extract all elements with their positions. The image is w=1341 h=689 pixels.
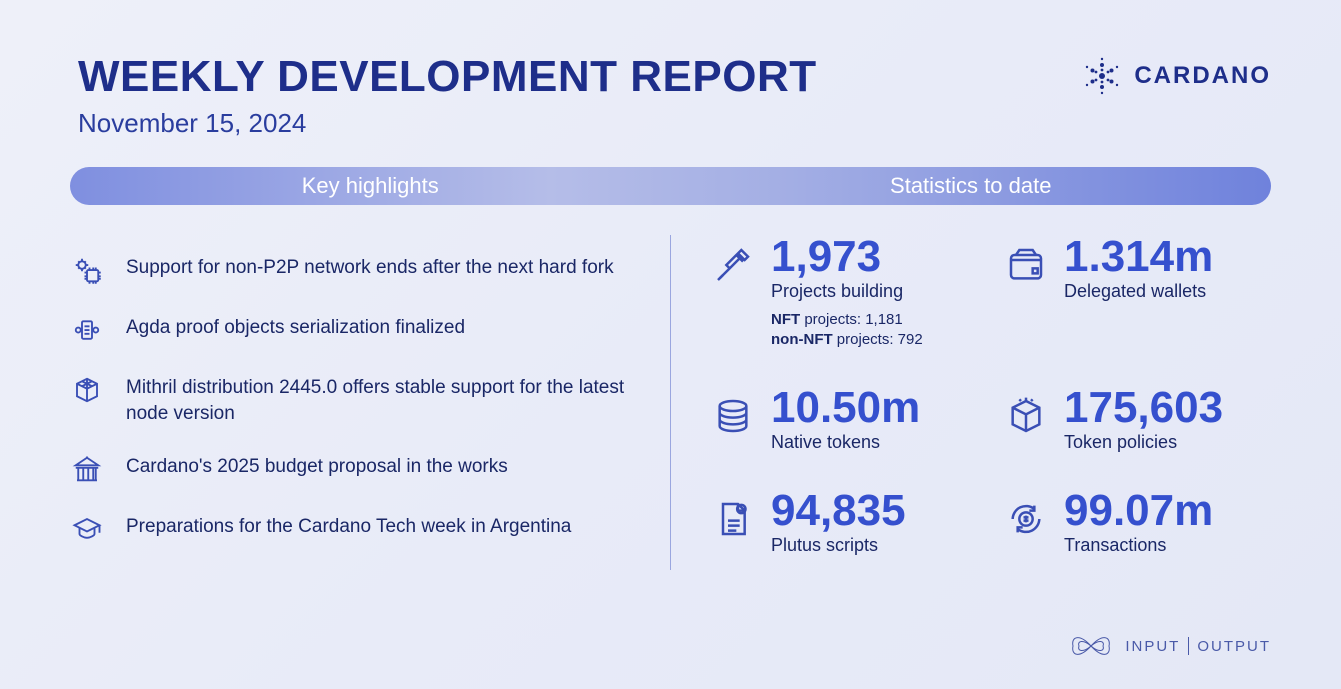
brand-name: CARDANO <box>1134 62 1271 90</box>
stats-column: 1,973 Projects building NFT projects: 1,… <box>681 235 1271 570</box>
stat-value: 99.07m <box>1064 489 1213 533</box>
cube-icon <box>70 373 104 407</box>
highlight-text: Support for non-P2P network ends after t… <box>126 251 614 281</box>
highlights-column: Support for non-P2P network ends after t… <box>70 235 660 570</box>
stat-value: 10.50m <box>771 386 920 430</box>
butterfly-logo-icon <box>1069 631 1113 661</box>
wallet-icon <box>1004 243 1048 287</box>
report-title: WEEKLY DEVELOPMENT REPORT <box>78 52 817 102</box>
highlight-item: Agda proof objects serialization finaliz… <box>70 311 630 347</box>
highlight-item: Preparations for the Cardano Tech week i… <box>70 510 630 546</box>
stat-projects-sub: NFT projects: 1,181 non-NFT projects: 79… <box>771 310 923 351</box>
stat-label: Projects building <box>771 281 923 302</box>
highlight-text: Mithril distribution 2445.0 offers stabl… <box>126 371 630 426</box>
section-highlights-label: Key highlights <box>70 167 671 205</box>
stat-transactions: 99.07m Transactions <box>1004 489 1271 570</box>
highlight-text: Cardano's 2025 budget proposal in the wo… <box>126 450 508 480</box>
stat-projects: 1,973 Projects building NFT projects: 1,… <box>711 235 978 364</box>
highlight-text: Preparations for the Cardano Tech week i… <box>126 510 571 540</box>
gear-chip-icon <box>70 253 104 287</box>
brand: CARDANO <box>1082 56 1271 96</box>
footer-brand: INPUT OUTPUT <box>1069 631 1271 661</box>
stat-label: Native tokens <box>771 432 920 453</box>
stat-label: Transactions <box>1064 535 1213 556</box>
stat-label: Plutus scripts <box>771 535 906 556</box>
government-icon <box>70 452 104 486</box>
box-icon <box>1004 394 1048 438</box>
stat-label: Delegated wallets <box>1064 281 1213 302</box>
tools-icon <box>711 243 755 287</box>
footer-separator <box>1188 637 1189 655</box>
stat-value: 1.314m <box>1064 235 1213 279</box>
title-block: WEEKLY DEVELOPMENT REPORT November 15, 2… <box>78 52 817 139</box>
coins-icon <box>711 394 755 438</box>
footer-company: INPUT OUTPUT <box>1125 637 1271 655</box>
highlight-item: Support for non-P2P network ends after t… <box>70 251 630 287</box>
stat-plutus-scripts: 94,835 Plutus scripts <box>711 489 978 570</box>
report-date: November 15, 2024 <box>78 108 817 139</box>
content: Support for non-P2P network ends after t… <box>70 235 1271 570</box>
document-icon <box>70 313 104 347</box>
transactions-icon <box>1004 497 1048 541</box>
file-lightbulb-icon <box>711 497 755 541</box>
header: WEEKLY DEVELOPMENT REPORT November 15, 2… <box>0 0 1341 139</box>
stat-token-policies: 175,603 Token policies <box>1004 386 1271 467</box>
vertical-divider <box>670 235 671 570</box>
graduation-cap-icon <box>70 512 104 546</box>
stat-value: 94,835 <box>771 489 906 533</box>
stat-value: 175,603 <box>1064 386 1223 430</box>
stat-value: 1,973 <box>771 235 923 279</box>
stat-wallets: 1.314m Delegated wallets <box>1004 235 1271 364</box>
highlight-item: Mithril distribution 2445.0 offers stabl… <box>70 371 630 426</box>
stat-label: Token policies <box>1064 432 1223 453</box>
section-header-bar: Key highlights Statistics to date <box>70 167 1271 205</box>
highlight-text: Agda proof objects serialization finaliz… <box>126 311 465 341</box>
highlight-item: Cardano's 2025 budget proposal in the wo… <box>70 450 630 486</box>
stat-native-tokens: 10.50m Native tokens <box>711 386 978 467</box>
section-stats-label: Statistics to date <box>671 167 1272 205</box>
cardano-logo-icon <box>1082 56 1122 96</box>
